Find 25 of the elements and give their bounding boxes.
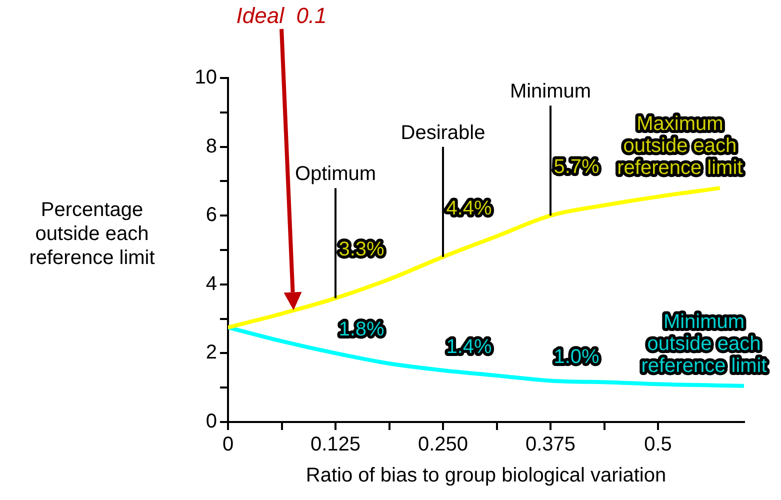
ref-line-label: Minimum [510, 80, 592, 103]
y-tick-label: 0 [206, 410, 217, 433]
text: Ideal 0.1 [236, 3, 327, 28]
x-axis-title: Ratio of bias to group biological variation [306, 464, 666, 487]
series-label: Maximum outside each reference limit [617, 113, 744, 180]
y-tick-label: 10 [194, 66, 217, 89]
annotation: 1.8% [338, 318, 385, 341]
x-tick-label: 0.250 [418, 434, 468, 456]
x-tick-label: 0 [222, 434, 234, 456]
annotation: 5.7% [554, 156, 600, 178]
y-tick-label: 6 [206, 204, 217, 226]
annotation: 1.4% [446, 336, 492, 358]
x-tick-label: 0.125 [310, 434, 361, 456]
annotation: 1.0% [554, 346, 600, 368]
x-tick-label: 0.5 [644, 434, 672, 456]
annotation: 4.4% [446, 197, 492, 220]
y-axis-title: Percentage outside each reference limit [29, 199, 156, 269]
y-tick-label: 4 [206, 272, 217, 295]
y-tick-label: 2 [206, 342, 217, 364]
y-tick-label: 8 [206, 135, 217, 158]
annotation: 3.3% [338, 238, 385, 261]
ref-line-label: Optimum [294, 163, 376, 186]
ref-line-label: Desirable [400, 122, 486, 144]
x-tick-label: 0.375 [525, 434, 576, 456]
series-label: Minimum outside each reference limit [641, 310, 768, 377]
